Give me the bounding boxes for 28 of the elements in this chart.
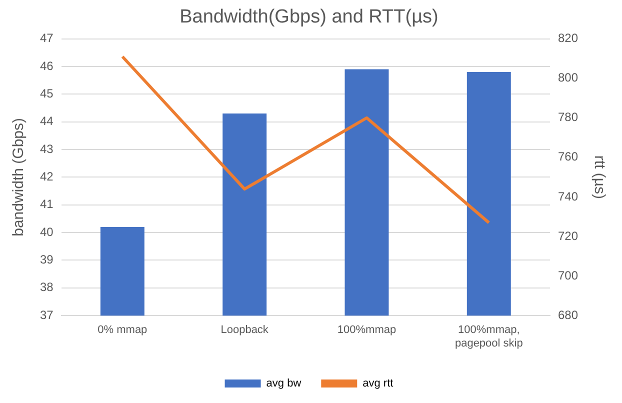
x-tick-label: 100%mmap [337, 324, 396, 336]
y-tick-label: 47 [40, 31, 54, 46]
y2-tick-label: 680 [558, 308, 578, 322]
y-tick-label: 38 [40, 280, 54, 294]
x-tick-label: Loopback [220, 324, 269, 336]
y-tick-label: 45 [40, 86, 54, 100]
y2-tick-label: 820 [558, 31, 578, 46]
y2-tick-label: 760 [558, 150, 578, 164]
legend-label: avg bw [266, 378, 302, 390]
y-tick-label: 39 [40, 252, 54, 267]
y-tick-label: 43 [40, 142, 54, 156]
y-tick-label: 40 [40, 224, 54, 239]
chart-title: Bandwidth(Gbps) and RTT(µs) [180, 6, 438, 28]
y2-tick-label: 780 [558, 110, 578, 124]
y2-tick-label: 800 [558, 70, 578, 85]
y-tick-label: 46 [40, 58, 54, 73]
x-tick-label: 0% mmap [98, 324, 148, 336]
y-tick-label: 41 [40, 197, 54, 212]
y-tick-label: 42 [40, 170, 54, 184]
y2-tick-label: 740 [558, 189, 578, 204]
y2-tick-label: 700 [558, 268, 578, 282]
legend-label: avg rtt [362, 378, 394, 390]
y2-tick-label: 720 [558, 228, 578, 243]
y-tick-label: 37 [40, 308, 54, 322]
y2-axis-title: rtt (µs) [590, 155, 608, 200]
x-tick-label: 100%mmap, pagepool skip [454, 324, 523, 350]
y-axis-title: bandwidth (Gbps) [10, 118, 28, 236]
y-tick-label: 44 [40, 114, 54, 128]
